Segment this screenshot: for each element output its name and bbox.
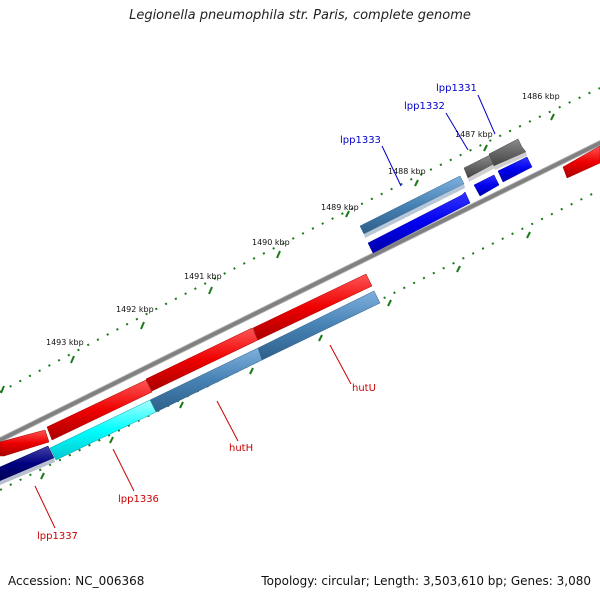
gene-red-right-edge[interactable] <box>562 145 600 179</box>
kbp-label-1490: 1490 kbp <box>252 238 290 247</box>
gene-blue-small-1[interactable] <box>473 174 500 197</box>
accession-text: Accession: NC_006368 <box>8 574 145 588</box>
gene-lpp1336-arrow[interactable] <box>49 399 157 461</box>
gene-blue-small-2[interactable] <box>497 156 533 183</box>
outer-ruler-dots <box>0 87 600 393</box>
kbp-label-1489: 1489 kbp <box>321 203 359 212</box>
gene-label-hutU[interactable]: hutU <box>352 383 376 394</box>
inner-major-ticks <box>40 231 531 480</box>
kbp-label-1491: 1491 kbp <box>184 272 222 281</box>
kbp-label-1486: 1486 kbp <box>522 92 560 101</box>
gene-red-upper-row[interactable] <box>0 273 373 457</box>
gene-label-lpp1331[interactable]: lpp1331 <box>436 83 477 94</box>
genome-backbone <box>0 140 600 443</box>
kbp-label-1492: 1492 kbp <box>116 305 154 314</box>
map-title: Legionella pneumophila str. Paris, compl… <box>129 8 471 23</box>
gene-label-lpp1332[interactable]: lpp1332 <box>404 101 445 112</box>
gene-lpp1333b-arrow[interactable] <box>367 191 471 254</box>
gene-label-lpp1336[interactable]: lpp1336 <box>118 494 159 505</box>
gene-lpp1331-arrow[interactable] <box>488 138 527 170</box>
gene-lpp1337-arrow[interactable] <box>0 445 55 485</box>
kbp-label-1488: 1488 kbp <box>388 167 426 176</box>
gene-lpp1333-arrow[interactable] <box>359 175 465 238</box>
outer-major-ticks <box>0 113 555 394</box>
forward-leader-lines <box>381 94 496 187</box>
kbp-label-1493: 1493 kbp <box>46 338 84 347</box>
genome-summary-text: Topology: circular; Length: 3,503,610 bp… <box>261 574 591 588</box>
gene-label-hutH[interactable]: hutH <box>229 443 253 454</box>
gene-label-lpp1337[interactable]: lpp1337 <box>37 531 78 542</box>
kbp-label-1487: 1487 kbp <box>455 130 493 139</box>
reverse-leader-lines <box>34 344 352 529</box>
gene-label-lpp1333[interactable]: lpp1333 <box>340 135 381 146</box>
